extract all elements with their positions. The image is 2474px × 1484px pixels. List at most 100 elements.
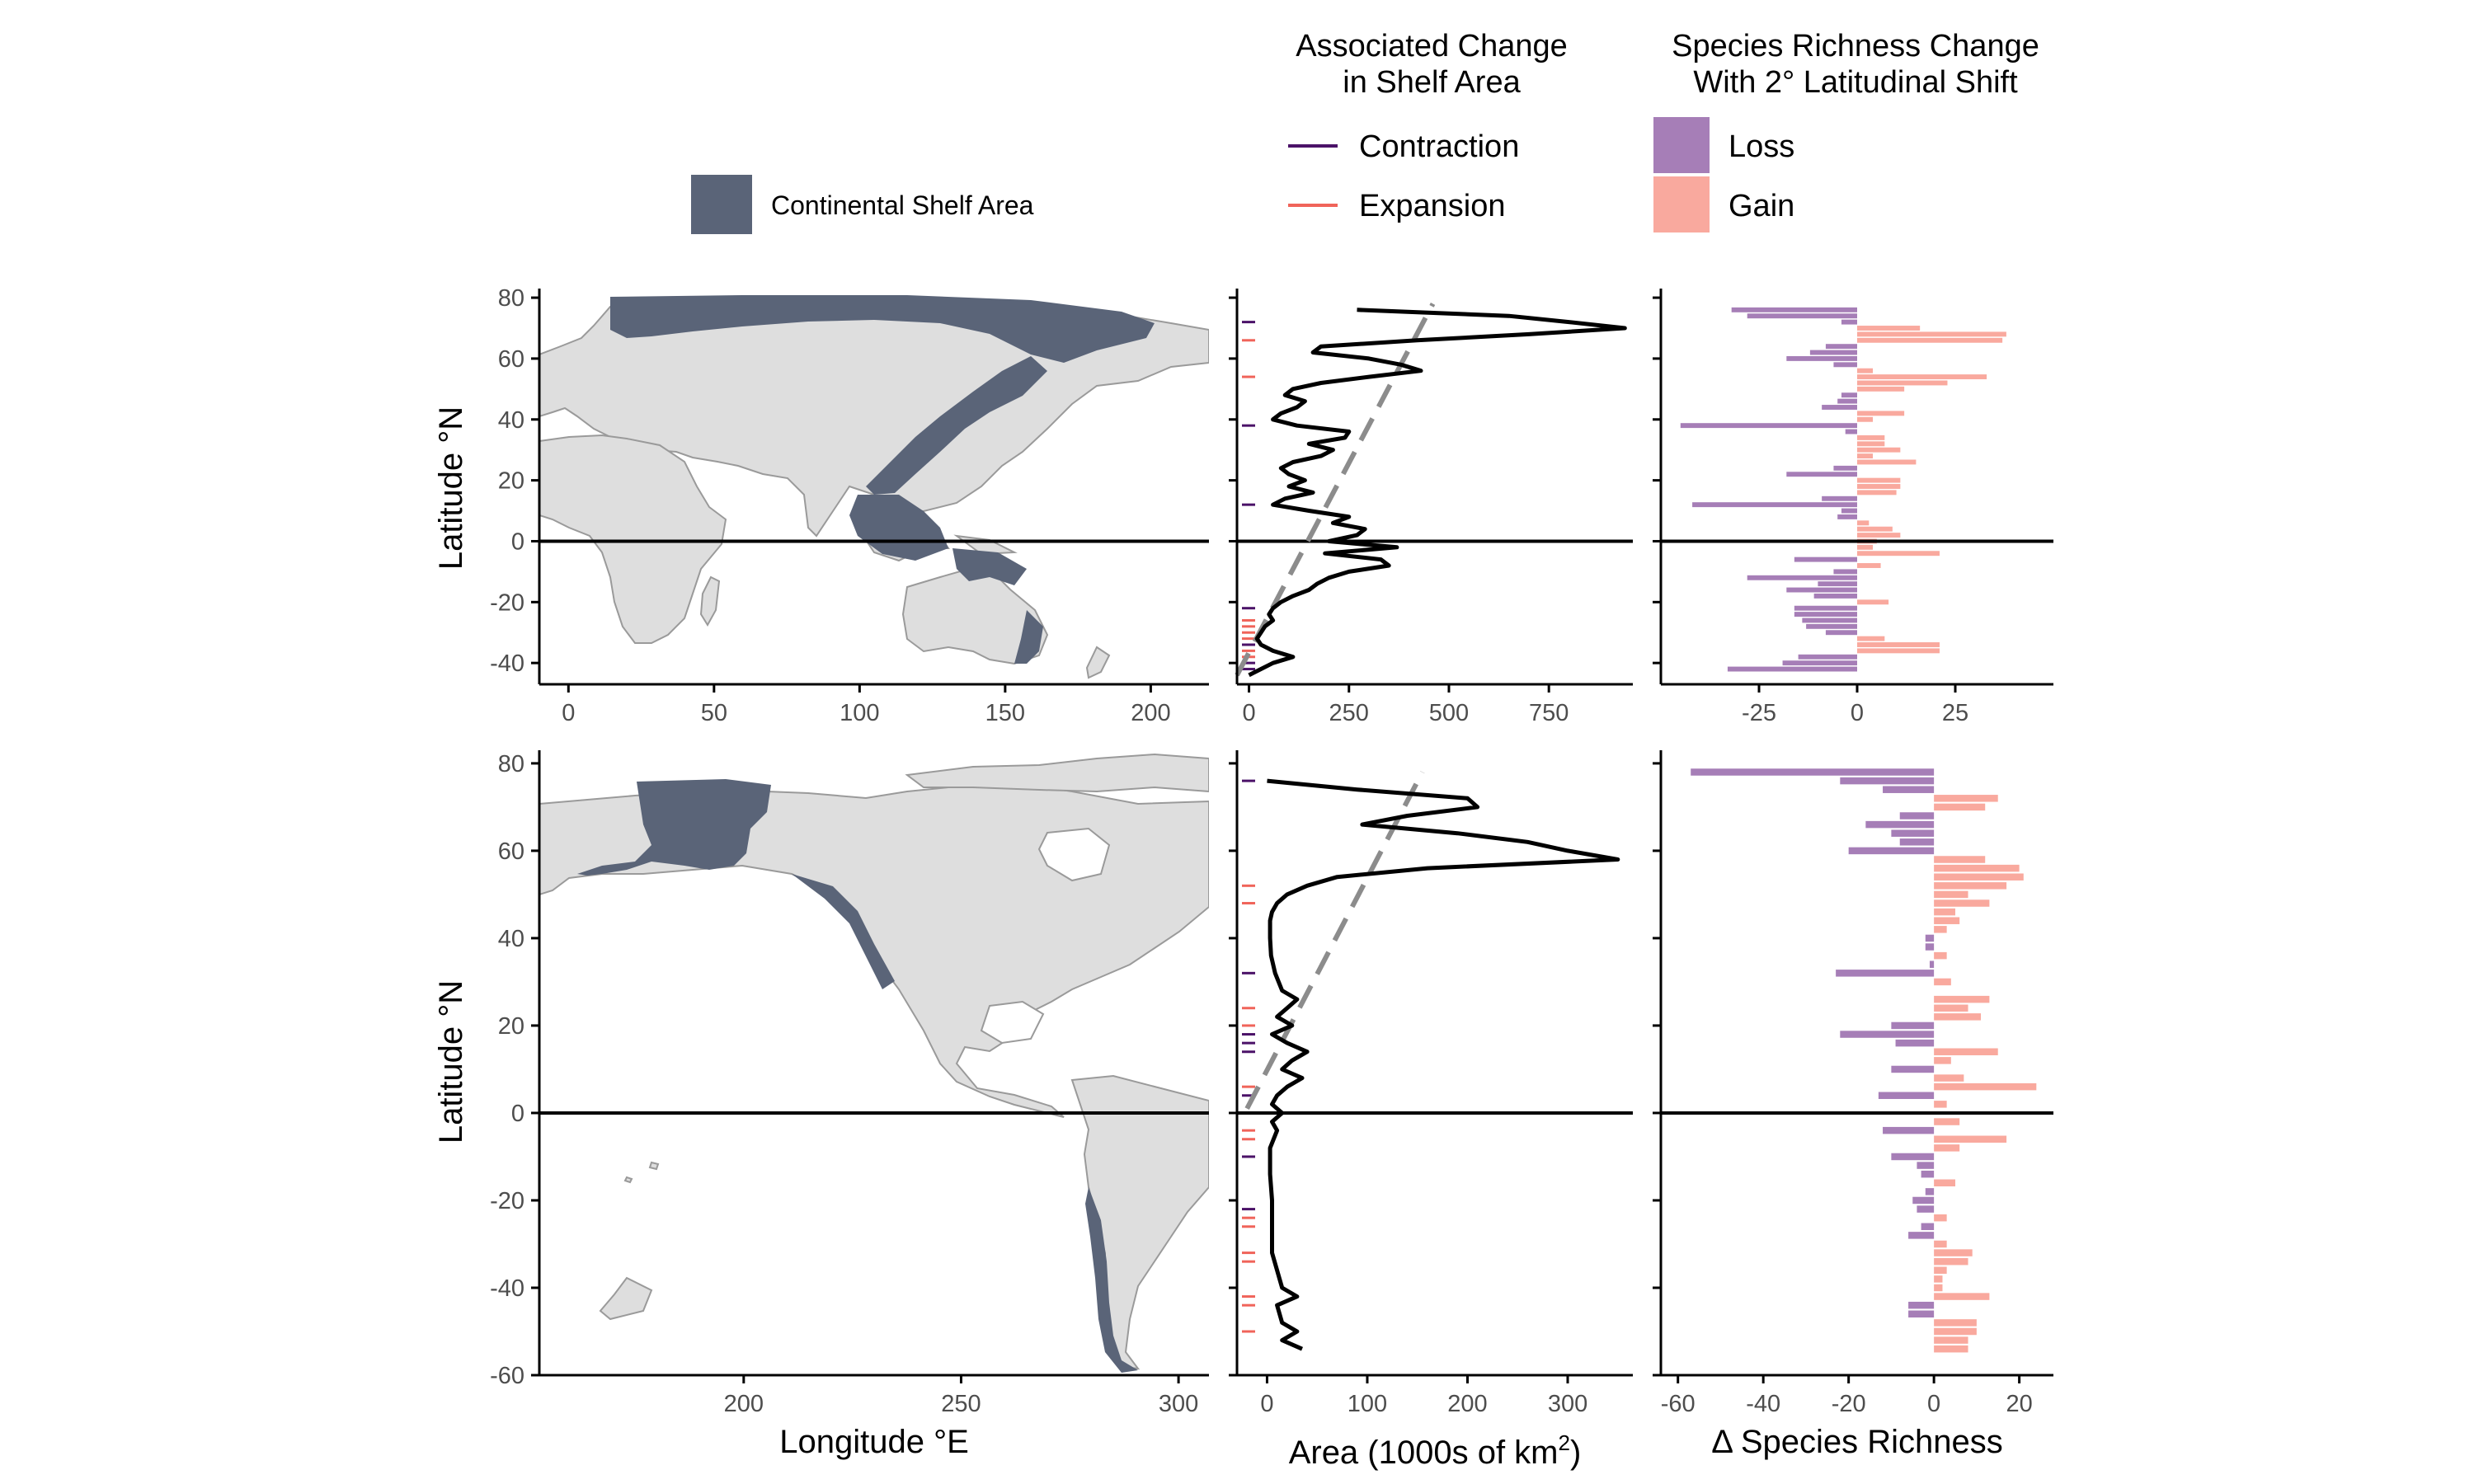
area-axis-title: Area (1000s of km2) (1289, 1430, 1582, 1471)
bottom-richness-gain-bar (1934, 1293, 1990, 1300)
bottom-richness-loss-bar (1917, 1162, 1935, 1169)
bottom-richness-loss-bar (1836, 970, 1935, 977)
top-richness-loss-bar (1727, 666, 1857, 672)
top-richness-gain-bar (1857, 477, 1901, 483)
africa-landmass (539, 434, 727, 644)
bottom-richness-gain-bar (1934, 951, 1947, 960)
gulf-of-mexico (980, 1000, 1045, 1045)
bottom-map-ytick-label: 20 (498, 1013, 524, 1040)
top-richness-loss-bar (1731, 307, 1857, 312)
bottom-area-xtick-label: 200 (1447, 1391, 1487, 1417)
top-richness-gain-bar (1857, 484, 1901, 489)
bottom-richness-gain-bar (1934, 856, 1986, 863)
bottom-richness-gain-bar (1934, 1074, 1964, 1082)
top-richness-marks: -25 0 25 (1653, 296, 2053, 726)
bottom-richness-loss-bar (1848, 847, 1935, 855)
legend-loss-label: Loss (1729, 129, 1794, 164)
top-area-panel: 0 250 500 750 (1229, 289, 1633, 726)
bottom-richness-gain-bar (1934, 917, 1960, 924)
bottom-richness-gain-bar (1934, 882, 2007, 890)
top-map-xtick-label: 0 (562, 700, 575, 726)
bottom-richness-loss-bar (1891, 1065, 1935, 1073)
bottom-map-ytick-label: -20 (490, 1188, 524, 1214)
bottom-map-panel: -60 -40 -20 0 20 40 60 80 200 250 300 (490, 750, 1209, 1417)
top-richness-gain-bar (1857, 416, 1874, 422)
bottom-richness-gain-bar (1934, 803, 1986, 811)
area-axis-title-sup: 2 (1559, 1430, 1570, 1455)
top-richness-loss-bar (1841, 319, 1857, 325)
bottom-richness-gain-bar (1934, 1013, 1982, 1021)
top-richness-gain-bar (1857, 648, 1940, 654)
top-richness-gain-bar (1857, 380, 1948, 386)
top-map-ytick-label: 40 (498, 407, 524, 434)
bottom-richness-loss-bar (1925, 934, 1935, 942)
top-map-ytick-label: -20 (490, 589, 524, 616)
bottom-richness-gain-bar (1934, 1144, 1960, 1152)
top-area-profile-line (1248, 308, 1627, 678)
bottom-richness-loss-bar (1891, 1153, 1935, 1161)
bottom-map-ytick-label: 0 (511, 1101, 524, 1127)
area-axis-title-close: ) (1570, 1435, 1581, 1471)
bottom-richness-gain-bar (1934, 1266, 1947, 1275)
bottom-richness-loss-bar (1908, 1301, 1935, 1309)
bottom-richness-xtick-label: 0 (1927, 1391, 1940, 1417)
top-richness-loss-bar (1833, 569, 1857, 575)
top-richness-loss-bar (1782, 660, 1857, 666)
bottom-richness-loss-bar (1921, 1170, 1935, 1178)
bottom-map-land (539, 753, 1209, 1373)
bottom-richness-loss-bar (1883, 1126, 1935, 1134)
top-richness-gain-bar (1857, 520, 1870, 526)
top-richness-gain-bar (1857, 411, 1905, 416)
top-richness-loss-bar (1837, 398, 1857, 404)
bottom-richness-gain-bar (1934, 1082, 2037, 1091)
bottom-richness-gain-bar (1934, 1048, 1998, 1055)
area-axis-title-main: Area (1000s of km (1289, 1435, 1559, 1471)
top-lat-axis-title: Latitude °N (433, 406, 469, 570)
top-map-ytick-label: -40 (490, 650, 524, 677)
bottom-richness-gain-bar (1934, 995, 1990, 1003)
bottom-richness-gain-bar (1934, 1135, 2007, 1144)
top-map-ticks: -40 -20 0 20 40 60 80 0 50 100 150 200 (490, 285, 1171, 726)
top-richness-loss-bar (1845, 429, 1857, 434)
bottom-richness-gain-bar (1934, 1004, 1968, 1012)
top-map-panel: -40 -20 0 20 40 60 80 0 50 100 150 200 (490, 285, 1209, 726)
top-richness-loss-bar (1833, 465, 1857, 471)
bottom-richness-gain-bar (1934, 926, 1947, 933)
top-area-xtick-label: 0 (1242, 700, 1255, 726)
top-richness-xtick-label: 25 (1942, 700, 1968, 726)
hawaii-islands (623, 1161, 660, 1184)
top-map-xtick-label: 150 (985, 700, 1025, 726)
bottom-richness-gain-bar (1934, 1275, 1943, 1283)
top-map-xtick-label: 50 (701, 700, 727, 726)
top-shelf-sunda (849, 495, 948, 561)
bottom-richness-gain-bar (1934, 873, 2024, 881)
top-richness-loss-bar (1802, 618, 1857, 623)
bottom-area-xtick-label: 100 (1348, 1391, 1387, 1417)
bottom-richness-xtick-label: -40 (1746, 1391, 1780, 1417)
top-richness-loss-bar (1833, 362, 1857, 368)
top-richness-gain-bar (1857, 374, 1987, 380)
top-shelf-arctic (610, 295, 1155, 363)
bottom-richness-gain-bar (1934, 1345, 1968, 1353)
legend-shelf-change: Associated Change in Shelf Area Contract… (1288, 29, 1568, 223)
bottom-area-marks: 0 100 200 300 (1229, 762, 1633, 1417)
top-richness-gain-bar (1857, 459, 1917, 465)
top-area-marks: 0 250 500 750 (1229, 296, 1633, 726)
bottom-map-xtick-label: 300 (1159, 1391, 1198, 1417)
top-richness-loss-bar (1747, 313, 1857, 319)
bottom-area-panel: 0 100 200 300 (1229, 750, 1633, 1417)
top-richness-gain-bar (1857, 636, 1885, 641)
bottom-richness-gain-bar (1934, 978, 1951, 986)
bottom-shelf-patagonia (1085, 1187, 1138, 1373)
legend-contraction-label: Contraction (1359, 129, 1519, 164)
top-richness-loss-bar (1794, 556, 1857, 562)
bottom-richness-loss-bar (1908, 1310, 1935, 1318)
top-richness-loss-bar (1747, 575, 1857, 580)
top-richness-panel: -25 0 25 (1653, 289, 2053, 726)
bottom-richness-loss-bar (1840, 1031, 1935, 1038)
top-richness-loss-bar (1798, 654, 1857, 660)
bottom-richness-loss-bar (1899, 812, 1935, 819)
top-richness-loss-bar (1680, 423, 1857, 429)
bottom-map-ytick-label: 80 (498, 751, 524, 777)
